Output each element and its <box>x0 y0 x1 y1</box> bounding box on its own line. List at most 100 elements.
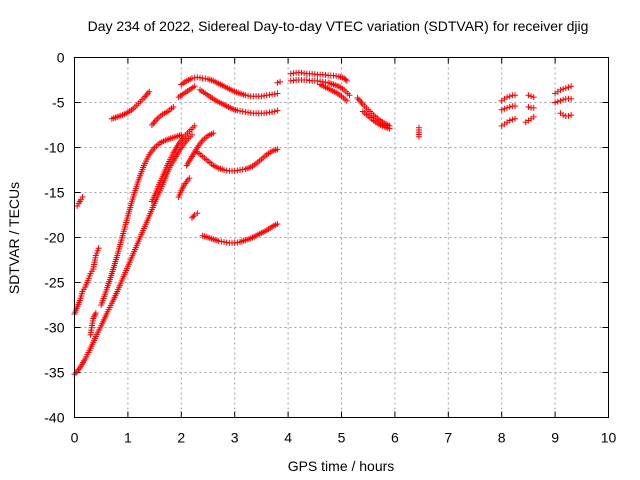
data-point <box>274 79 281 86</box>
series-trace-f <box>148 122 198 205</box>
data-point <box>74 368 81 375</box>
data-point <box>509 116 516 123</box>
data-point <box>506 104 513 110</box>
y-axis-label: SDTVAR / TECUs <box>6 182 22 294</box>
data-point <box>506 93 513 100</box>
data-point <box>501 105 508 112</box>
data-points <box>71 69 575 378</box>
data-point <box>504 104 511 111</box>
y-tick-label: -30 <box>44 320 64 336</box>
series-trace-ad <box>552 83 575 97</box>
data-point <box>554 98 561 105</box>
data-point <box>506 117 513 124</box>
chart-title: Day 234 of 2022, Sidereal Day-to-day VTE… <box>88 18 589 34</box>
data-point <box>341 75 348 82</box>
y-tick-labels: 0 -5 -10 -15 -20 -25 -30 -35 -40 <box>44 50 64 426</box>
data-point <box>512 115 519 122</box>
series-trace-g <box>108 88 153 122</box>
data-point <box>386 125 393 132</box>
data-point <box>358 99 365 106</box>
series-trace-aa <box>525 92 537 101</box>
series-trace-c <box>71 131 195 378</box>
data-point <box>72 369 79 376</box>
data-point <box>498 106 505 113</box>
data-point <box>343 97 350 104</box>
series-trace-ae <box>552 95 575 106</box>
y-tick-label: 0 <box>57 50 65 66</box>
data-point <box>274 146 281 153</box>
x-tick-label: 5 <box>338 430 346 446</box>
x-tick-labels: 0 1 2 3 4 5 6 7 8 9 10 <box>71 430 617 446</box>
data-point <box>552 99 559 106</box>
x-axis-label: GPS time / hours <box>288 458 395 474</box>
y-tick-label: -5 <box>52 95 65 111</box>
y-tick-label: -15 <box>44 185 64 201</box>
series-trace-q <box>199 221 281 246</box>
series-trace-r <box>287 69 350 84</box>
series-trace-s <box>287 77 353 99</box>
data-point <box>194 210 201 217</box>
data-point <box>565 113 572 119</box>
x-tick-label: 1 <box>124 430 132 446</box>
series-trace-d <box>87 310 99 338</box>
x-tick-label: 3 <box>231 430 239 446</box>
x-tick-label: 2 <box>177 430 185 446</box>
series-trace-x <box>498 92 519 104</box>
data-point <box>568 95 575 102</box>
data-point <box>188 131 195 138</box>
data-point <box>210 130 217 137</box>
data-point <box>560 112 567 119</box>
x-tick-label: 10 <box>601 430 617 446</box>
series-trace-ac <box>522 113 537 126</box>
data-point <box>568 83 575 90</box>
series-trace-i <box>175 83 198 101</box>
series-trace-l <box>196 86 281 117</box>
series-trace-v <box>359 108 393 132</box>
data-point <box>357 98 364 105</box>
data-point <box>274 90 281 97</box>
y-tick-label: -40 <box>44 410 64 426</box>
data-point <box>146 88 153 95</box>
data-point <box>170 104 177 110</box>
x-tick-label: 7 <box>444 430 452 446</box>
data-point <box>143 91 150 98</box>
data-point <box>525 92 532 99</box>
plot-frame <box>74 57 609 418</box>
x-tick-label: 8 <box>498 430 506 446</box>
series-trace-k <box>274 78 284 86</box>
data-point <box>191 83 198 90</box>
x-tick-label: 0 <box>71 430 79 446</box>
series-trace-e <box>98 131 185 308</box>
series-trace-af <box>557 110 575 119</box>
data-point <box>152 117 159 124</box>
series-trace-z <box>498 115 519 129</box>
data-point <box>565 84 572 91</box>
grid-lines <box>74 57 609 418</box>
data-point <box>79 194 86 200</box>
series-trace-h <box>148 104 177 128</box>
x-tick-label: 6 <box>391 430 399 446</box>
y-tick-label: -25 <box>44 275 64 291</box>
data-point <box>562 85 569 92</box>
data-point <box>560 96 567 103</box>
data-point <box>528 93 535 100</box>
data-point <box>142 93 149 100</box>
data-point <box>277 78 284 85</box>
data-point <box>530 104 537 111</box>
data-point <box>191 122 198 129</box>
series-trace-y <box>498 103 519 113</box>
series-trace-w <box>415 124 422 140</box>
data-point <box>271 108 278 115</box>
series-trace-n <box>194 146 281 174</box>
y-tick-label: -35 <box>44 365 64 381</box>
x-tick-label: 4 <box>284 430 292 446</box>
series-trace-ab <box>525 104 537 111</box>
data-point <box>190 213 197 220</box>
data-point <box>346 92 353 99</box>
x-tick-label: 9 <box>551 430 559 446</box>
data-point <box>144 90 151 97</box>
data-point <box>355 96 362 103</box>
data-point <box>354 95 361 101</box>
data-point <box>512 103 519 110</box>
